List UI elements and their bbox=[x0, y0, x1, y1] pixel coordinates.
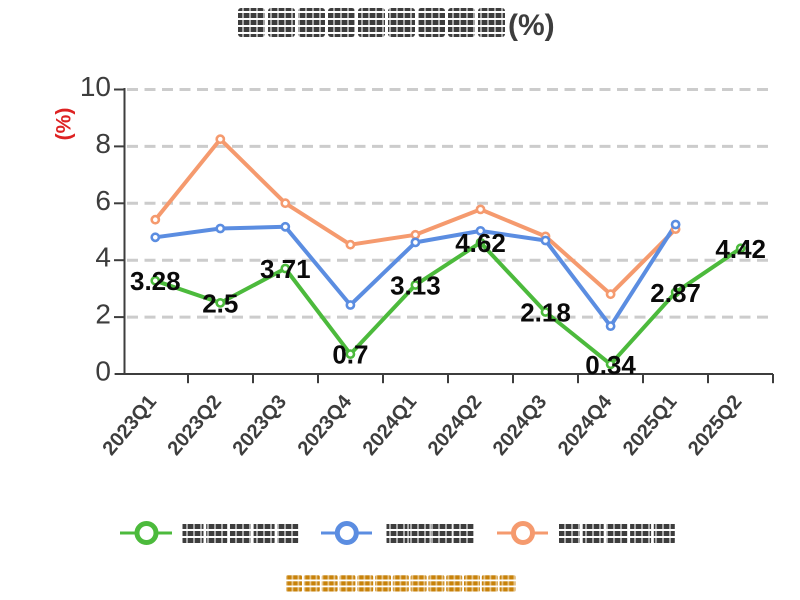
svg-text:0.34: 0.34 bbox=[585, 350, 636, 380]
svg-text:2.5: 2.5 bbox=[202, 288, 238, 318]
svg-text:2: 2 bbox=[95, 299, 111, 330]
svg-text:6: 6 bbox=[95, 185, 111, 216]
svg-text:0.7: 0.7 bbox=[332, 340, 368, 370]
svg-text:4.42: 4.42 bbox=[715, 234, 766, 264]
svg-text:3.28: 3.28 bbox=[130, 266, 181, 296]
svg-text:2.87: 2.87 bbox=[650, 278, 701, 308]
svg-text:0: 0 bbox=[95, 356, 111, 387]
svg-text:2.18: 2.18 bbox=[520, 298, 571, 328]
svg-text:10: 10 bbox=[80, 71, 111, 102]
svg-text:(%): (%) bbox=[508, 9, 555, 42]
svg-text:4: 4 bbox=[95, 242, 111, 273]
svg-text:3.13: 3.13 bbox=[390, 271, 441, 301]
svg-text:3.71: 3.71 bbox=[260, 254, 311, 284]
svg-text:4.62: 4.62 bbox=[455, 228, 506, 258]
svg-text:8: 8 bbox=[95, 128, 111, 159]
svg-text:(%): (%) bbox=[53, 108, 76, 141]
